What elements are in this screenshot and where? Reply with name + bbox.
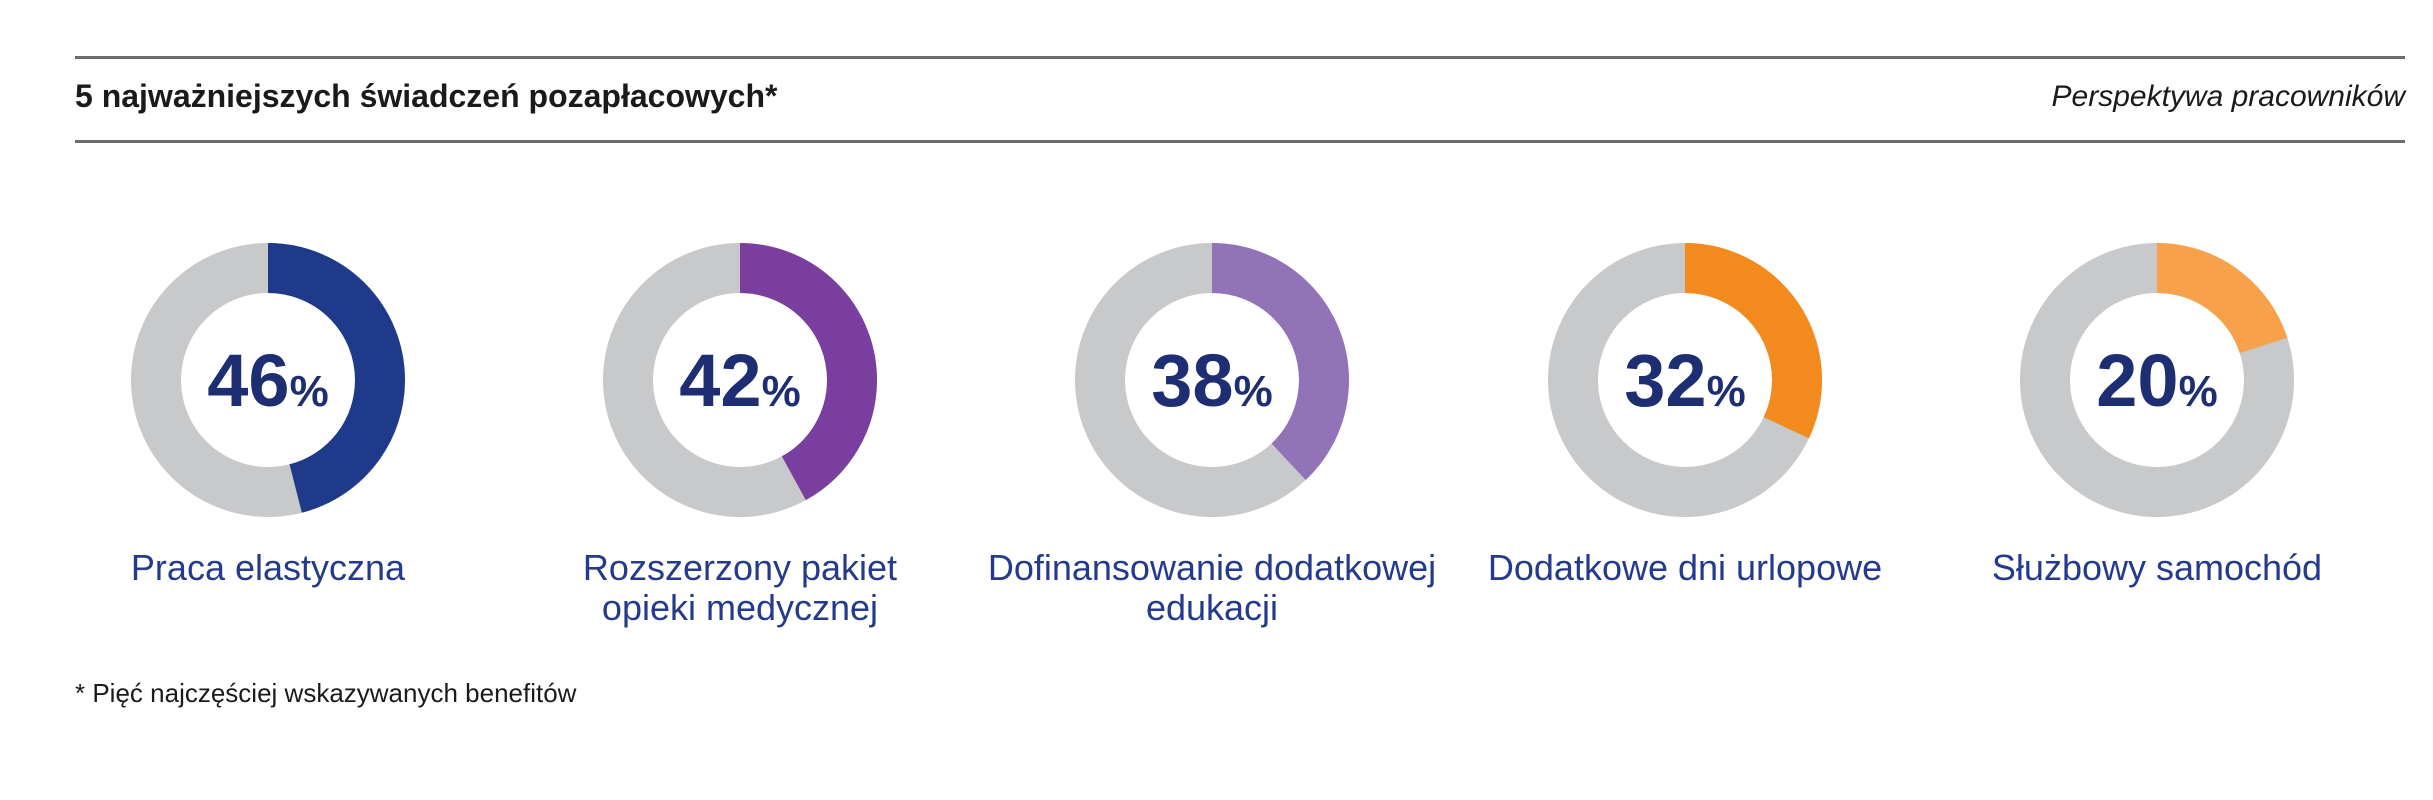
donut-2: 42% — [603, 243, 877, 517]
footnote: * Pięć najczęściej wskazywanych benefitó… — [75, 678, 577, 708]
value-number: 32 — [1624, 339, 1706, 422]
category-label-line: Służbowy samochód — [1991, 547, 2323, 588]
category-label-line: Dofinansowanie dodatkowej — [987, 547, 1437, 588]
donut-value-arc — [1075, 243, 1349, 517]
donut-value-arc — [2020, 243, 2294, 517]
donut-value-label: 46% — [207, 339, 328, 422]
donut-category-label: Służbowy samochód — [1897, 548, 2417, 588]
chart-subtitle: Perspektywa pracowników — [2051, 80, 2405, 113]
donut-value-label: 42% — [679, 339, 800, 422]
value-number: 38 — [1151, 339, 1233, 422]
value-unit: % — [2179, 367, 2218, 416]
donut-value-label: 20% — [2096, 339, 2217, 422]
value-unit: % — [290, 367, 329, 416]
value-unit: % — [1234, 367, 1273, 416]
donut-1: 46% — [131, 243, 405, 517]
donut-value-arc — [1548, 243, 1822, 517]
donut-value-arc — [131, 243, 405, 517]
value-number: 46 — [207, 339, 289, 422]
donut-category-label: Praca elastyczna — [8, 548, 528, 588]
donut-5: 20% — [2020, 243, 2294, 517]
donut-value-label: 32% — [1624, 339, 1745, 422]
value-number: 42 — [679, 339, 761, 422]
category-label-line: Dodatkowe dni urlopowe — [1487, 547, 1883, 588]
category-label-line: Praca elastyczna — [130, 547, 406, 588]
category-label-line: Rozszerzony pakiet — [582, 547, 898, 588]
donut-4: 32% — [1548, 243, 1822, 517]
donut-value-arc — [603, 243, 877, 517]
value-number: 20 — [2096, 339, 2178, 422]
donut-3: 38% — [1075, 243, 1349, 517]
donut-category-label: Dofinansowanie dodatkowej edukacji — [952, 548, 1472, 628]
donut-value-label: 38% — [1151, 339, 1272, 422]
donut-category-label: Dodatkowe dni urlopowe — [1425, 548, 1945, 588]
header-bottom-rule — [75, 140, 2405, 143]
category-label-line: opieki medycznej — [601, 587, 879, 628]
chart-title: 5 najważniejszych świadczeń pozapłacowyc… — [75, 78, 778, 114]
value-unit: % — [762, 367, 801, 416]
donut-category-label: Rozszerzony pakiet opieki medycznej — [480, 548, 1000, 628]
category-label-line: edukacji — [1145, 587, 1279, 628]
header-top-rule — [75, 56, 2405, 59]
value-unit: % — [1707, 367, 1746, 416]
